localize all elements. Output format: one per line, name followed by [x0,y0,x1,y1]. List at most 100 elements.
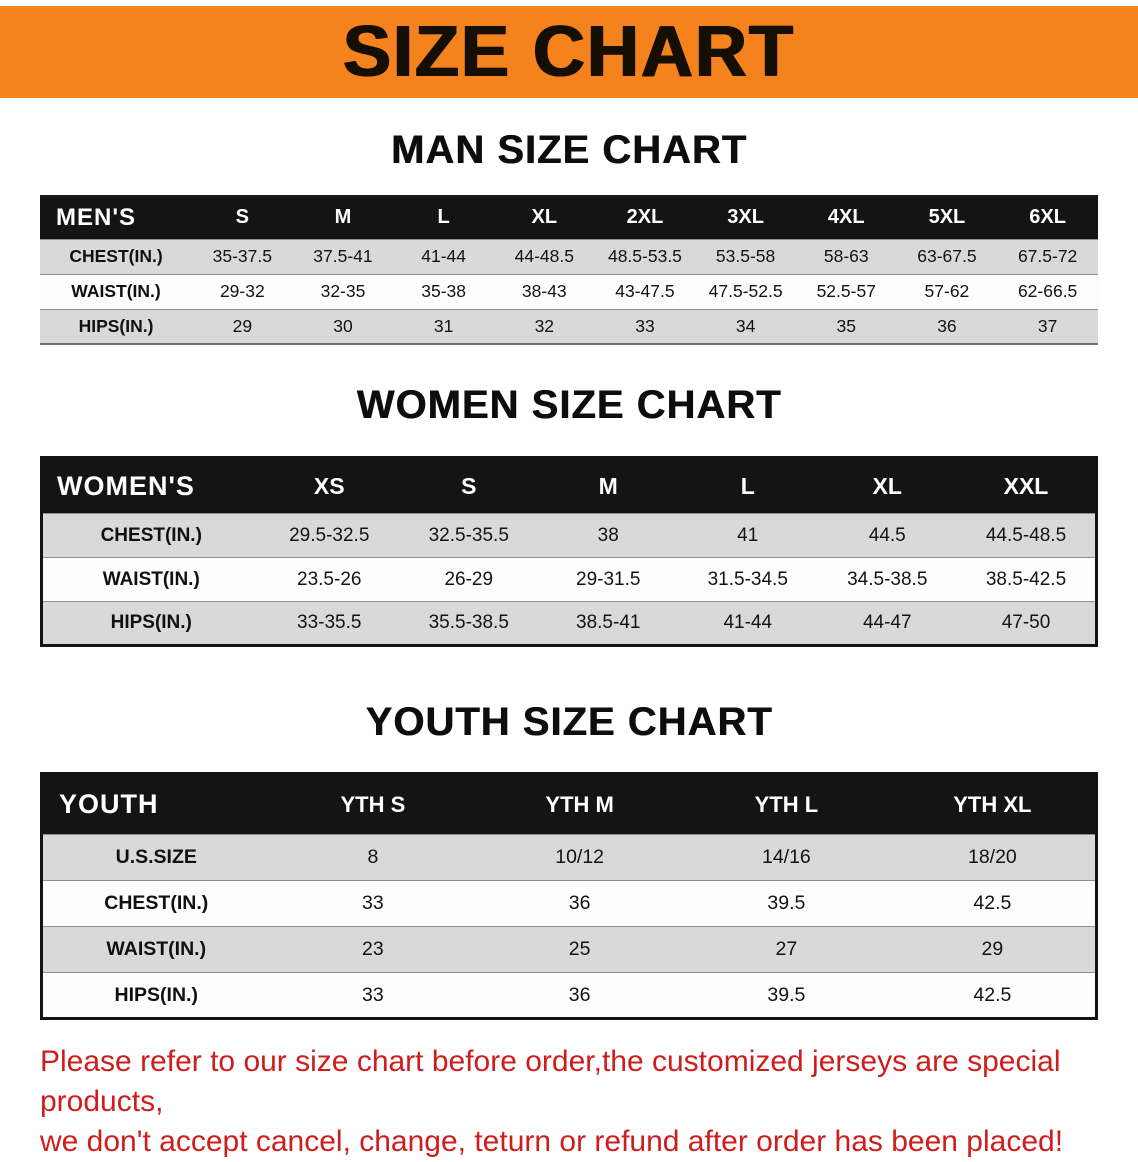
size-value-cell: 38.5-41 [538,601,678,646]
womens-header-title: WOMEN'S [41,457,260,514]
mens-size-header: L [393,196,494,239]
youth-size-header: YTH XL [889,773,1097,835]
size-value-cell: 36 [896,308,998,344]
size-value-cell: 44.5 [817,513,957,558]
size-value-cell: 33 [269,880,477,927]
size-value-cell: 34 [695,308,796,344]
row-label: HIPS(IN.) [41,601,260,646]
banner-title: SIZE CHART [343,12,795,92]
womens-size-header: M [538,457,678,514]
size-value-cell: 38-43 [493,273,595,309]
womens-size-header: XXL [957,457,1097,514]
size-value-cell: 35-37.5 [192,238,293,274]
womens-size-table: WOMEN'S XS S M L XL XXL CHEST(IN.) 29.5-32.5 32.5… [40,456,1098,647]
size-value-cell: 14/16 [683,834,890,881]
size-value-cell: 31 [393,308,494,344]
size-value-cell: 32-35 [292,273,394,309]
size-value-cell: 52.5-57 [795,273,897,309]
mens-size-header: 3XL [695,196,796,239]
womens-header-row: WOMEN'S XS S M L XL XXL [41,457,1097,514]
women-size-section: WOMEN SIZE CHART WOMEN'S XS S M L XL XXL CHEST(… [0,383,1138,647]
size-value-cell: 29.5-32.5 [259,513,399,558]
row-label: WAIST(IN.) [41,557,260,602]
size-value-cell: 43-47.5 [594,273,696,309]
size-value-cell: 18/20 [889,834,1097,881]
youth-row-waist-in: WAIST(IN.) 23 25 27 29 [41,926,1097,973]
size-value-cell: 63-67.5 [896,238,998,274]
banner: SIZE CHART [0,6,1138,98]
size-value-cell: 58-63 [795,238,897,274]
womens-row-waist-in: WAIST(IN.) 23.5-26 26-29 29-31.5 31.5-34.5 34… [41,557,1097,602]
mens-row-chest-in: CHEST(IN.) 35-37.5 37.5-41 41-44 44-48.5 48.5… [40,238,1098,274]
size-value-cell: 42.5 [889,972,1097,1019]
mens-row-waist-in: WAIST(IN.) 29-32 32-35 35-38 38-43 43-47.5 47.… [40,273,1098,309]
size-value-cell: 39.5 [683,880,890,927]
youth-row-hips-in: HIPS(IN.) 33 36 39.5 42.5 [41,972,1097,1019]
size-value-cell: 62-66.5 [997,273,1098,309]
size-value-cell: 41-44 [678,601,818,646]
women-size-heading: WOMEN SIZE CHART [356,383,782,427]
youth-size-heading: YOUTH SIZE CHART [365,700,773,744]
size-value-cell: 32 [493,308,595,344]
mens-size-header: 5XL [896,196,998,239]
size-value-cell: 35-38 [393,273,494,309]
youth-size-section: YOUTH SIZE CHART YOUTH YTH S YTH M YTH L YTH… [0,700,1138,1020]
mens-size-header: M [292,196,394,239]
row-label: HIPS(IN.) [41,972,270,1019]
size-value-cell: 42.5 [889,880,1097,927]
youth-size-header: YTH M [476,773,683,835]
mens-row-hips-in: HIPS(IN.) 29 30 31 32 33 34 35 36 37 [40,308,1098,344]
row-label: WAIST(IN.) [40,273,192,309]
man-size-heading: MAN SIZE CHART [390,128,748,172]
row-label: CHEST(IN.) [41,880,270,927]
row-label: WAIST(IN.) [41,926,270,973]
mens-header-title: MEN'S [40,196,192,239]
youth-header-title: YOUTH [41,773,270,835]
size-value-cell: 33-35.5 [259,601,399,646]
size-value-cell: 36 [476,972,683,1019]
youth-size-header: YTH L [683,773,890,835]
mens-size-header: 4XL [795,196,897,239]
size-value-cell: 37 [997,308,1098,344]
size-value-cell: 34.5-38.5 [817,557,957,602]
disclaimer: Please refer to our size chart before or… [0,1042,1138,1162]
mens-size-header: 6XL [997,196,1098,239]
size-value-cell: 37.5-41 [292,238,394,274]
size-value-cell: 25 [476,926,683,973]
size-value-cell: 10/12 [476,834,683,881]
womens-size-header: L [678,457,818,514]
size-value-cell: 48.5-53.5 [594,238,696,274]
row-label: CHEST(IN.) [40,238,192,274]
womens-row-hips-in: HIPS(IN.) 33-35.5 35.5-38.5 38.5-41 41-44 44-… [41,601,1097,646]
size-value-cell: 38 [538,513,678,558]
mens-size-table: MEN'S S M L XL 2XL 3XL 4XL 5XL 6XL CHEST(IN.) 35-37… [40,195,1098,345]
size-value-cell: 57-62 [896,273,998,309]
youth-row-chest-in: CHEST(IN.) 33 36 39.5 42.5 [41,880,1097,927]
size-value-cell: 39.5 [683,972,890,1019]
size-value-cell: 35.5-38.5 [399,601,539,646]
youth-header-row: YOUTH YTH S YTH M YTH L YTH XL [41,773,1097,835]
size-value-cell: 33 [269,972,477,1019]
youth-size-header: YTH S [269,773,477,835]
size-value-cell: 67.5-72 [997,238,1098,274]
size-value-cell: 53.5-58 [695,238,796,274]
disclaimer-line-2: we don't accept cancel, change, teturn o… [40,1125,1064,1158]
size-value-cell: 29-31.5 [538,557,678,602]
size-value-cell: 23 [269,926,477,973]
size-value-cell: 29 [889,926,1097,973]
womens-size-header: XS [259,457,399,514]
size-value-cell: 47.5-52.5 [695,273,796,309]
womens-row-chest-in: CHEST(IN.) 29.5-32.5 32.5-35.5 38 41 44.5 44.5… [41,513,1097,558]
size-value-cell: 27 [683,926,890,973]
mens-size-header: S [192,196,293,239]
mens-header-row: MEN'S S M L XL 2XL 3XL 4XL 5XL 6XL [40,196,1098,239]
disclaimer-line-1: Please refer to our size chart before or… [40,1045,1061,1118]
size-value-cell: 44-48.5 [493,238,595,274]
row-label: U.S.SIZE [41,834,270,881]
size-value-cell: 30 [292,308,394,344]
size-value-cell: 44.5-48.5 [957,513,1097,558]
size-value-cell: 33 [594,308,696,344]
youth-row-u-s-size: U.S.SIZE 8 10/12 14/16 18/20 [41,834,1097,881]
womens-size-header: XL [817,457,957,514]
size-value-cell: 8 [269,834,477,881]
